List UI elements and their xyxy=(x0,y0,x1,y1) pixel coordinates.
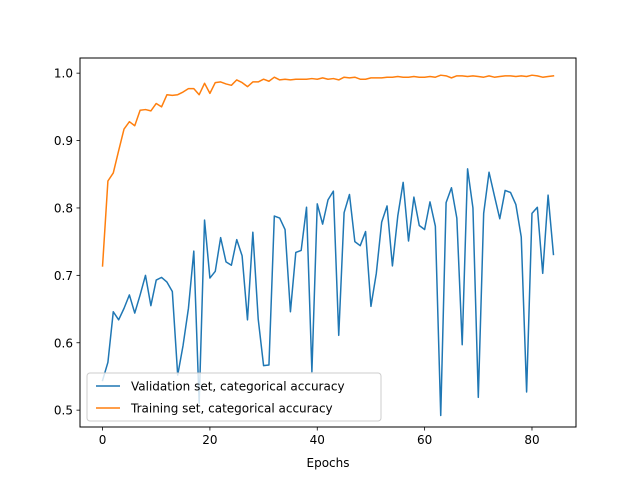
x-tick-label: 40 xyxy=(310,433,325,447)
y-tick-label: 0.5 xyxy=(54,404,73,418)
y-tick-label: 0.8 xyxy=(54,201,73,215)
series-line-training xyxy=(101,74,555,267)
y-tick-label: 0.7 xyxy=(54,269,73,283)
y-tick-label: 0.9 xyxy=(54,134,73,148)
x-tick-label: 20 xyxy=(202,433,217,447)
x-tick-label: 60 xyxy=(417,433,432,447)
legend-label-validation: Validation set, categorical accuracy xyxy=(131,380,345,394)
y-axis: 0.5 0.6 0.7 0.8 0.9 1.0 xyxy=(54,67,80,418)
legend-label-training: Training set, categorical accuracy xyxy=(130,402,333,416)
x-axis-title: Epochs xyxy=(307,456,350,470)
axes-frame xyxy=(79,57,577,428)
x-tick-label: 80 xyxy=(524,433,539,447)
legend: Validation set, categorical accuracy Tra… xyxy=(86,372,382,422)
x-axis: 0 20 40 60 80 xyxy=(99,427,540,447)
y-tick-label: 0.6 xyxy=(54,336,73,350)
x-tick-label: 0 xyxy=(99,433,107,447)
y-tick-label: 1.0 xyxy=(54,67,73,81)
legend-box xyxy=(86,372,382,422)
